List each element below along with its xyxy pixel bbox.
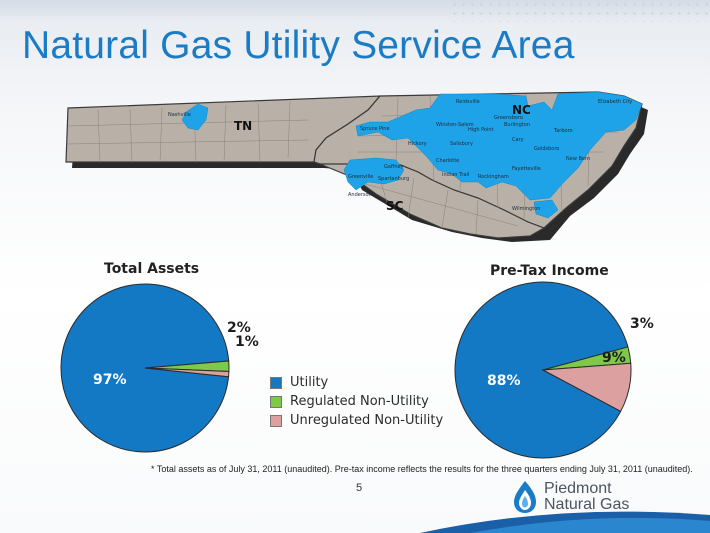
state-label-sc: SC xyxy=(386,199,404,213)
pie-slice-unregulated-non-utility xyxy=(541,362,632,412)
city-high-point: High Point xyxy=(468,127,494,133)
city-spruce-pine: Spruce Pine xyxy=(360,126,390,132)
service-area-wilmington xyxy=(533,199,559,219)
city-fayetteville: Fayetteville xyxy=(512,166,541,172)
city-burlington: Burlington xyxy=(504,122,530,128)
state-labels: TN NC SC xyxy=(234,103,531,213)
service-area-fill xyxy=(181,91,643,219)
city-gaffney: Gaffney xyxy=(384,164,404,170)
decorative-dots xyxy=(450,0,710,22)
legend-swatch-regulated xyxy=(270,395,282,408)
city-nashville: Nashville xyxy=(168,112,191,118)
logo-text: Piedmont Natural Gas xyxy=(544,481,629,513)
pie-data-label: 3% xyxy=(630,316,654,332)
city-greenville: Greenville xyxy=(348,174,373,180)
city-spartanburg: Spartanburg xyxy=(378,176,409,182)
legend-item-utility: Utility xyxy=(270,373,443,392)
city-elizabeth-city: Elizabeth City xyxy=(598,99,632,105)
piedmont-logo: Piedmont Natural Gas xyxy=(512,480,629,514)
pie-data-label: 9% xyxy=(602,350,626,366)
legend-label-utility: Utility xyxy=(290,375,329,390)
pie-chart-pre-tax-income: 88% 3% 9% xyxy=(454,281,654,459)
logo-line-1: Piedmont xyxy=(544,480,612,497)
legend-item-unregulated: Unregulated Non-Utility xyxy=(270,411,443,430)
city-cary: Cary xyxy=(512,137,524,143)
city-charlotte: Charlotte xyxy=(436,158,459,164)
logo-line-2: Natural Gas xyxy=(544,496,630,513)
city-new-bern: New Bern xyxy=(566,156,590,162)
pie-slice-utility xyxy=(454,281,629,459)
chart-legend: Utility Regulated Non-Utility Unregulate… xyxy=(270,373,443,430)
service-area-upstate-sc xyxy=(343,157,405,191)
chart-title-pre-tax-income: Pre-Tax Income xyxy=(490,263,609,279)
legend-label-regulated: Regulated Non-Utility xyxy=(290,394,429,409)
pie-data-label: 2% xyxy=(227,320,251,336)
legend-label-unregulated: Unregulated Non-Utility xyxy=(290,413,444,428)
flame-icon xyxy=(514,481,536,513)
city-reidsville: Reidsville xyxy=(456,99,480,105)
pie-data-label: 97% xyxy=(93,372,127,388)
state-label-tn: TN xyxy=(234,119,252,133)
city-anderson: Anderson xyxy=(348,192,372,198)
city-wilmington: Wilmington xyxy=(512,206,540,212)
state-label-nc: NC xyxy=(512,103,531,117)
pie-data-label: 88% xyxy=(487,373,521,389)
footnote: * Total assets as of July 31, 2011 (unau… xyxy=(151,464,693,474)
city-indian-trail: Indian Trail xyxy=(442,172,469,178)
slide-title: Natural Gas Utility Service Area xyxy=(22,24,575,67)
page-number: 5 xyxy=(356,482,363,494)
pie-data-label: 1% xyxy=(235,334,259,350)
pie-slice-unregulated-non-utility xyxy=(144,367,230,378)
city-greensboro: Greensboro xyxy=(494,115,523,121)
city-goldsboro: Goldsboro xyxy=(534,146,559,152)
bottom-swoosh xyxy=(420,511,710,533)
legend-item-regulated: Regulated Non-Utility xyxy=(270,392,443,411)
city-winston-salem: Winston-Salem xyxy=(436,122,474,128)
city-salisbury: Salisbury xyxy=(450,141,473,147)
legend-swatch-unregulated xyxy=(270,414,282,427)
service-area-map: TN NC SC Nashville Reidsville Greensboro… xyxy=(65,91,648,242)
service-area-nc-main xyxy=(355,91,643,201)
legend-swatch-utility xyxy=(270,376,282,389)
top-band xyxy=(0,0,710,22)
city-hickory: Hickory xyxy=(408,141,427,147)
pie-chart-total-assets: 97% 2%1% xyxy=(60,283,259,453)
pie-slice-utility xyxy=(60,283,230,453)
city-labels: Nashville Reidsville Greensboro Burlingt… xyxy=(168,99,632,212)
city-tarboro: Tarboro xyxy=(553,128,573,134)
city-rockingham: Rockingham xyxy=(478,174,509,180)
chart-title-total-assets: Total Assets xyxy=(104,261,200,277)
service-area-nashville xyxy=(181,103,209,131)
